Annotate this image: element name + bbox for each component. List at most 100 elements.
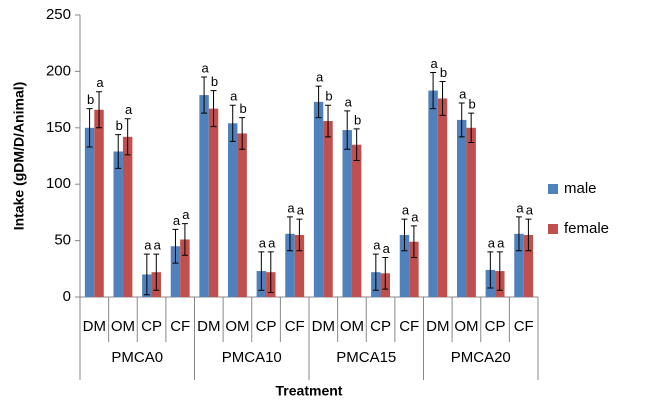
error-bar: [344, 110, 351, 150]
bar: [84, 127, 95, 297]
bar: [285, 233, 295, 297]
annotation: a: [516, 200, 524, 215]
bar: [170, 246, 181, 297]
legend-label: female: [564, 220, 609, 237]
x-tick-label: CP: [141, 318, 162, 335]
error-bar: [410, 225, 417, 259]
bar: [113, 151, 123, 297]
bar: [199, 95, 209, 297]
annotation: a: [402, 203, 410, 218]
y-tick-label: 50: [54, 232, 71, 249]
annotation: b: [440, 65, 447, 80]
x-tick-label: CF: [285, 318, 305, 335]
error-bar: [515, 216, 522, 252]
error-bar: [496, 251, 503, 291]
bar: [514, 233, 524, 297]
error-bar: [96, 91, 103, 129]
x-tick-label: OM: [111, 318, 135, 335]
error-bar: [124, 118, 131, 156]
error-bar: [229, 104, 236, 142]
bar: [313, 101, 324, 297]
x-tick-label: OM: [340, 318, 364, 335]
x-tick-label: CP: [256, 318, 277, 335]
annotation: a: [173, 213, 181, 228]
error-bar: [210, 90, 217, 128]
bar: [351, 144, 362, 297]
error-bar: [267, 251, 274, 293]
annotation: a: [287, 200, 295, 215]
error-bar: [325, 104, 332, 138]
bar: [523, 234, 534, 297]
x-tick-label: OM: [225, 318, 249, 335]
bar: [342, 130, 352, 297]
annotation: b: [116, 118, 123, 133]
bar: [294, 234, 305, 297]
x-tick-label: CF: [170, 318, 190, 335]
x-tick-label: DM: [426, 318, 449, 335]
annotation: a: [526, 203, 534, 218]
bar: [227, 123, 238, 298]
error-bar: [258, 251, 265, 291]
annotation: a: [259, 235, 267, 250]
group-label: PMCA0: [111, 349, 163, 366]
annotation: b: [87, 92, 94, 107]
group-label: PMCA10: [222, 349, 282, 366]
x-tick-label: OM: [454, 318, 478, 335]
x-tick-label: DM: [197, 318, 220, 335]
annotation: a: [297, 203, 305, 218]
annotation: a: [383, 241, 391, 256]
error-bar: [201, 76, 208, 114]
annotation: a: [182, 207, 190, 222]
error-bar: [487, 251, 494, 289]
error-bar: [353, 128, 360, 162]
x-tick-label: DM: [83, 318, 106, 335]
error-bar: [372, 253, 379, 291]
annotation: a: [488, 235, 496, 250]
bar: [437, 98, 448, 297]
annotation: a: [230, 89, 238, 104]
error-bar: [172, 228, 179, 264]
annotation: a: [373, 238, 381, 253]
group-label: PMCA15: [336, 349, 396, 366]
annotation: b: [240, 101, 247, 116]
error-bar: [468, 112, 475, 143]
bar: [323, 121, 333, 297]
annotation: b: [211, 74, 218, 89]
bar: [208, 108, 219, 298]
annotation: b: [325, 89, 332, 104]
bar: [122, 136, 133, 297]
legend-label: male: [564, 180, 597, 197]
annotation: a: [430, 56, 438, 71]
group-label: PMCA20: [451, 349, 511, 366]
error-bar: [115, 134, 122, 169]
error-bar: [439, 81, 446, 116]
x-tick-label: CP: [370, 318, 391, 335]
bar: [466, 127, 476, 297]
x-tick-label: DM: [312, 318, 335, 335]
bar: [399, 234, 410, 297]
y-tick-label: 200: [46, 62, 71, 79]
error-bar: [86, 108, 93, 148]
annotation: a: [459, 86, 467, 101]
y-tick-label: 250: [46, 6, 71, 23]
annotation: b: [469, 97, 476, 112]
annotation: a: [201, 60, 209, 75]
error-bar: [286, 216, 293, 252]
y-tick-label: 150: [46, 119, 71, 136]
x-axis-label: Treatment: [276, 383, 343, 399]
annotation: b: [354, 112, 361, 127]
bar: [180, 239, 190, 297]
annotation: a: [345, 94, 353, 109]
annotation: a: [154, 238, 162, 253]
bar: [94, 109, 104, 297]
annotation: a: [125, 102, 133, 117]
annotation: a: [144, 238, 152, 253]
annotation: a: [96, 75, 104, 90]
y-tick-label: 100: [46, 175, 71, 192]
bar: [428, 90, 438, 298]
error-bar: [401, 218, 408, 252]
error-bar: [181, 223, 188, 256]
annotation: a: [316, 70, 324, 85]
annotation: a: [497, 235, 505, 250]
y-tick-label: 0: [63, 288, 71, 305]
